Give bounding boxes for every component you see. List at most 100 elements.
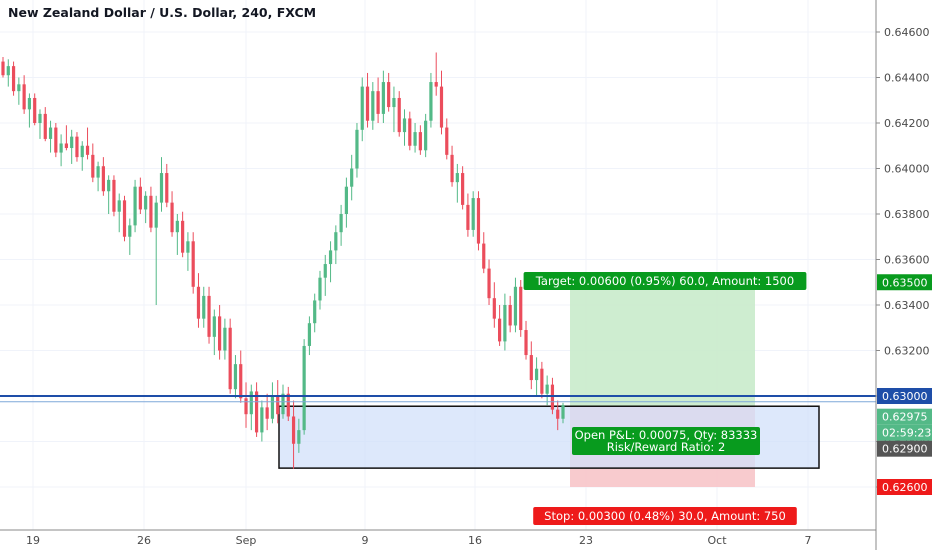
price-lines: [0, 395, 876, 403]
candle-body: [307, 323, 312, 346]
time-tick-label: 9: [362, 534, 369, 547]
candle-body: [196, 286, 201, 319]
time-tick-label: Oct: [707, 534, 727, 547]
candle-body: [38, 113, 42, 123]
time-tick-label: 23: [579, 534, 593, 547]
target-label-group: Target: 0.00600 (0.95%) 60.0, Amount: 15…: [523, 272, 807, 290]
candle-body: [408, 118, 412, 146]
current-price-badge-bg: [877, 408, 932, 425]
candle-body: [355, 129, 359, 169]
candle-body: [33, 97, 37, 123]
candle-body: [80, 145, 84, 158]
candle-body: [260, 407, 264, 433]
stop-price-badge: 0.62600: [882, 481, 928, 494]
candle-body: [545, 384, 549, 394]
candle-body: [265, 407, 269, 419]
target-zone: [570, 282, 755, 407]
candle-body: [466, 204, 470, 230]
candle-body: [318, 277, 322, 301]
candle-body: [128, 225, 132, 237]
candle-body: [360, 86, 364, 130]
candle-body: [519, 286, 523, 331]
candle-body: [450, 154, 454, 183]
candle-body: [413, 132, 417, 146]
candle-body: [43, 113, 47, 139]
candle-body: [339, 214, 343, 233]
candle-body: [424, 120, 428, 151]
chart-title: New Zealand Dollar / U.S. Dollar, 240, F…: [8, 5, 317, 20]
price-tick-label: 0.64200: [884, 117, 930, 130]
stop-price-badge-bg: [877, 479, 932, 495]
pnl-label-bg: [572, 427, 760, 455]
candle-body: [22, 84, 26, 110]
candle-body: [418, 132, 422, 151]
candle-body: [381, 82, 385, 114]
candle-body: [27, 97, 32, 110]
candle-body: [207, 295, 211, 337]
candle-body: [96, 166, 100, 178]
candle-body: [323, 264, 327, 278]
candle-body: [286, 393, 290, 417]
candle-body: [159, 173, 164, 203]
candle-body: [138, 186, 142, 210]
candle-body: [376, 91, 380, 114]
price-tick-label: 0.64400: [884, 72, 930, 85]
candle-body: [59, 143, 63, 153]
candle-body: [498, 318, 502, 342]
candle-body: [254, 391, 259, 433]
candle-body: [175, 220, 179, 233]
candle-body: [276, 396, 280, 415]
target-price-badge: 0.63500: [882, 276, 928, 289]
candle-body: [165, 173, 169, 203]
pnl-label-group: Open P&L: 0.00075, Qty: 83333Risk/Reward…: [572, 427, 760, 455]
candle-body: [85, 145, 90, 155]
candle-body: [75, 136, 79, 158]
candle-body: [291, 416, 296, 444]
candle-body: [429, 82, 433, 121]
current-price-badge: 0.62975: [882, 411, 928, 424]
pnl-label-line1: Open P&L: 0.00075, Qty: 83333: [575, 428, 758, 442]
candle-body: [476, 198, 481, 244]
candle-body: [212, 316, 216, 337]
candle-body: [122, 200, 127, 237]
candle-body: [281, 393, 285, 415]
candle-body: [6, 66, 10, 76]
time-tick-label: 16: [468, 534, 482, 547]
time-tick-label: 19: [26, 534, 40, 547]
candle-body: [397, 97, 401, 133]
price-tick-label: 0.64000: [884, 163, 930, 176]
candle-body: [54, 127, 58, 153]
candle-body: [334, 232, 338, 251]
target-price-badge-bg: [877, 274, 932, 291]
candle-body: [249, 391, 253, 415]
candle-body: [371, 91, 375, 121]
candle-body: [70, 136, 74, 149]
candle-body: [556, 409, 560, 419]
candle-body: [149, 195, 153, 228]
price-line-badge-bg: [877, 388, 932, 404]
candle-body: [350, 168, 354, 187]
candle-body: [365, 86, 370, 121]
candle-body: [445, 127, 449, 155]
price-tick-label: 0.63200: [884, 345, 930, 358]
candle-body: [154, 202, 158, 228]
trade-labels: Target: 0.00600 (0.95%) 60.0, Amount: 15…: [523, 272, 807, 525]
candle-body: [508, 305, 512, 326]
candle-body: [513, 286, 518, 326]
candle-body: [540, 368, 544, 394]
candle-body: [1, 61, 5, 76]
candle-body: [434, 82, 438, 87]
target-label-bg: [523, 272, 807, 290]
candle-body: [91, 154, 95, 178]
time-tick-label: 7: [805, 534, 812, 547]
candle-body: [186, 241, 190, 253]
candle-body: [133, 186, 137, 226]
candle-body: [17, 84, 21, 92]
candle-body: [482, 243, 486, 269]
candle-body: [181, 220, 185, 253]
candle-body: [202, 295, 206, 319]
candle-body: [524, 330, 528, 356]
candle-body: [529, 355, 533, 381]
